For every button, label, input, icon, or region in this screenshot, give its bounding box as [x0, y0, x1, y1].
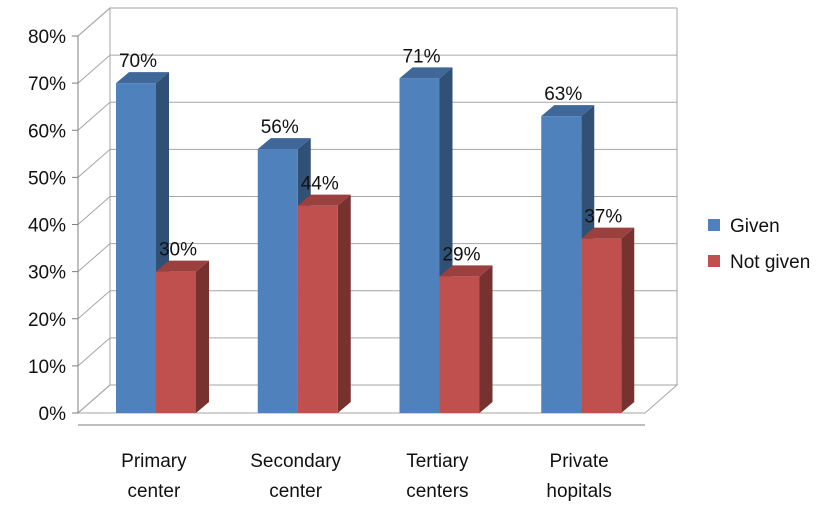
y-tick-label: 50% [28, 168, 66, 189]
gridline-side [77, 54, 111, 84]
bar-side-face [196, 260, 209, 413]
data-label: 56% [261, 117, 299, 138]
bars-group [116, 67, 635, 414]
data-label: 63% [544, 84, 582, 105]
gridline-side [77, 101, 111, 131]
y-tick-label: 10% [28, 357, 66, 378]
y-tick-label: 40% [28, 216, 66, 237]
bar-front-face [581, 238, 622, 413]
bar-top-face [116, 72, 169, 84]
data-label: 37% [584, 207, 622, 228]
plot-area-grid: 0% 10% 20% 30% 40% 50% 60% 70% 80% [28, 6, 679, 426]
data-label: 29% [442, 244, 480, 265]
x-category-label: center [269, 481, 322, 502]
x-category-label: centers [406, 481, 468, 502]
bar-not-given [297, 194, 351, 413]
bar-side-face [337, 194, 351, 413]
y-tick-label: 80% [28, 27, 66, 48]
data-label: 44% [301, 174, 339, 195]
bar-not-given [156, 260, 209, 413]
x-category-label: hopitals [546, 481, 612, 502]
gridline-side [77, 148, 111, 178]
gridline-side [77, 290, 111, 320]
bar-not-given [439, 265, 493, 413]
bar-side-face [621, 227, 635, 413]
legend-swatch-not-given [708, 255, 720, 267]
data-label: 70% [119, 51, 157, 72]
bar-front-face [541, 116, 582, 414]
legend-label: Not given [730, 252, 810, 273]
gridline-side [77, 196, 111, 225]
y-tick-label: 0% [39, 404, 67, 425]
data-label: 71% [402, 46, 440, 67]
gridline-side [77, 243, 111, 273]
bar-front-face [257, 149, 298, 413]
bar-top-face [156, 260, 209, 272]
y-tick-label: 70% [28, 74, 66, 95]
data-labels-group: 70% 30% 56% 44% 71% 29% 63% 37% [119, 46, 622, 265]
bar-front-face [399, 78, 440, 413]
gridline-side [77, 7, 111, 37]
bar-top-face [297, 194, 351, 206]
legend-swatch-given [708, 219, 720, 231]
bar-top-face [541, 105, 595, 117]
bar-front-face [297, 205, 338, 413]
bar-top-face [399, 67, 453, 79]
bar-top-face [257, 138, 311, 150]
y-tick-label: 60% [28, 121, 66, 142]
y-tick-label: 30% [28, 263, 66, 284]
x-category-label: Private [550, 451, 609, 472]
x-category-label: Primary [121, 451, 187, 472]
bar-front-face [439, 276, 480, 413]
bar-not-given [581, 227, 635, 413]
bar-front-face [116, 83, 156, 413]
bar-side-face [479, 265, 493, 413]
data-label: 30% [159, 240, 197, 261]
legend-label: Given [730, 216, 780, 237]
bar-top-face [439, 265, 493, 277]
x-category-label: center [127, 481, 180, 502]
bar-front-face [156, 271, 196, 413]
legend: Given Not given [708, 216, 810, 273]
x-category-label: Secondary [250, 451, 341, 472]
y-tick-label: 20% [28, 310, 66, 331]
x-category-label: Tertiary [406, 451, 469, 472]
bar-top-face [581, 227, 635, 239]
gridline-side [77, 337, 111, 367]
gridline-side [77, 384, 111, 414]
